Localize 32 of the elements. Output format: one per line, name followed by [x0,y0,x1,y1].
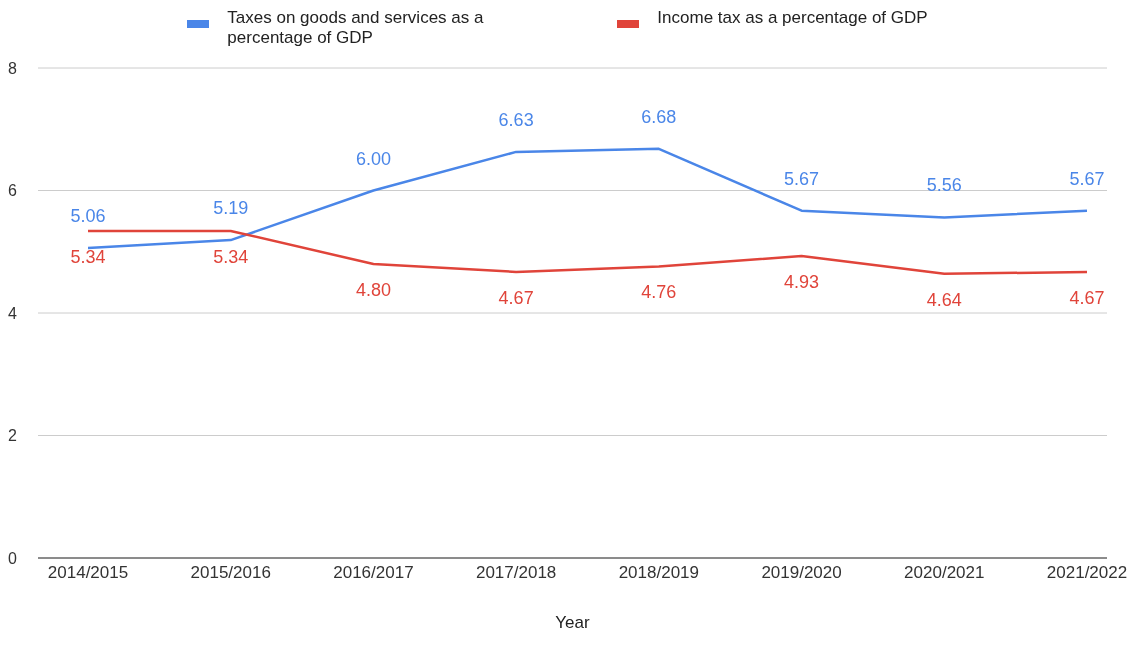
x-tick-label: 2021/2022 [1046,563,1128,583]
data-label: 5.34 [70,246,106,267]
x-tick-label: 2019/2020 [761,563,842,583]
data-label: 5.67 [784,168,820,189]
y-tick-label: 0 [8,549,17,567]
data-label: 5.56 [926,175,962,196]
data-label: 4.67 [1069,287,1105,308]
data-label: 5.06 [70,206,106,227]
data-label: 4.76 [641,282,677,303]
data-label: 4.64 [926,289,962,310]
data-label: 4.93 [784,272,820,293]
x-tick-label: 2014/2015 [47,563,129,583]
x-tick-label: 2016/2017 [333,563,414,583]
data-label: 5.19 [213,198,249,219]
legend-label: Income tax as a percentage of GDP [657,8,928,28]
x-tick-label: 2015/2016 [190,563,271,583]
y-tick-label: 8 [8,59,17,77]
data-label: 4.67 [498,287,534,308]
data-label: 5.34 [213,246,249,267]
data-label: 6.00 [355,148,391,169]
y-tick-label: 4 [8,304,17,322]
x-tick-label: 2018/2019 [618,563,700,583]
legend-label: Taxes on goods and services as a percentage of GDP [227,8,485,48]
x-tick-label: 2020/2021 [904,563,985,583]
data-label: 6.68 [641,106,677,127]
data-label: 4.80 [355,280,391,300]
y-tick-label: 6 [8,182,17,200]
x-axis-title: Year [554,613,591,633]
x-tick-label: 2017/2018 [475,563,557,583]
y-tick-label: 2 [8,427,17,445]
data-label: 5.67 [1069,168,1105,189]
data-label: 6.63 [498,109,534,130]
